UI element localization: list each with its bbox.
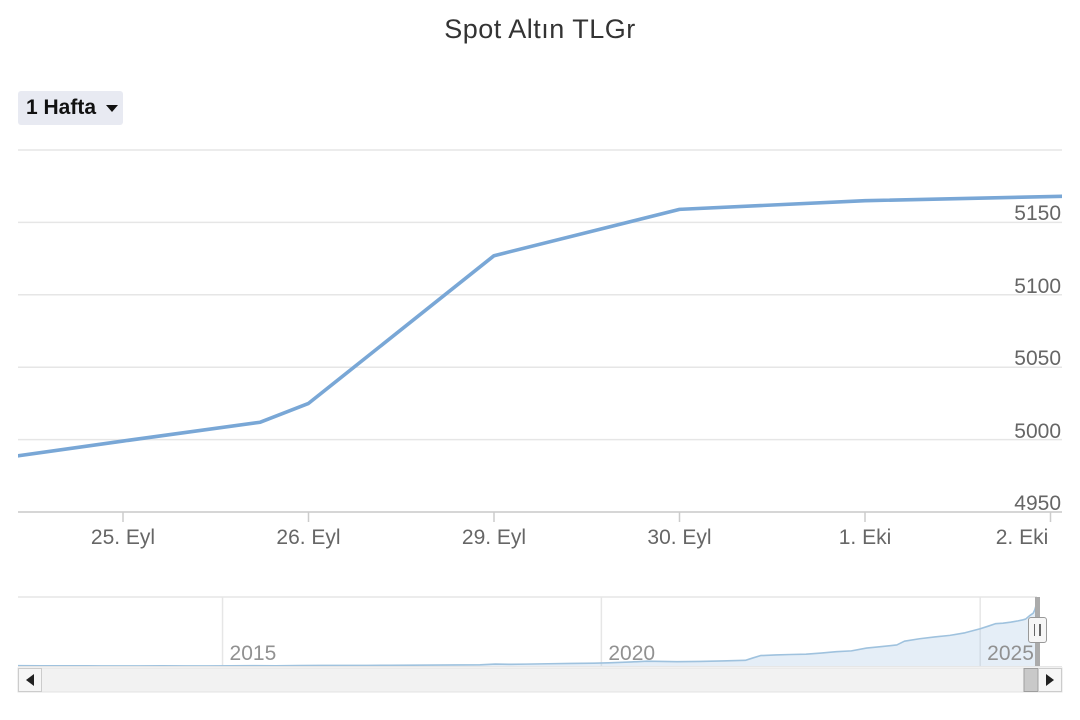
- scrollbar-thumb[interactable]: [1023, 668, 1039, 692]
- range-selector-label: 1 Hafta: [26, 96, 97, 119]
- page-title: Spot Altın TLGr: [444, 14, 636, 44]
- caret-down-icon: [106, 104, 119, 112]
- navigator-handle[interactable]: [1027, 617, 1047, 643]
- handle-grip-icon: [1039, 624, 1041, 636]
- scrollbar-left-button[interactable]: [18, 668, 42, 692]
- handle-grip-icon: [1033, 624, 1035, 636]
- scrollbar-track[interactable]: [17, 667, 1063, 693]
- main-series-line: [18, 194, 1062, 458]
- right-arrow-icon: [1046, 674, 1054, 686]
- navigator-series-line: [17, 599, 1038, 667]
- plot-area[interactable]: [18, 150, 1062, 512]
- left-arrow-icon: [26, 674, 34, 686]
- navigator-area-fill: [18, 600, 1037, 666]
- scrollbar-right-button[interactable]: [1038, 668, 1062, 692]
- navigator[interactable]: [18, 597, 1037, 666]
- range-selector-button[interactable]: 1 Hafta: [18, 91, 123, 125]
